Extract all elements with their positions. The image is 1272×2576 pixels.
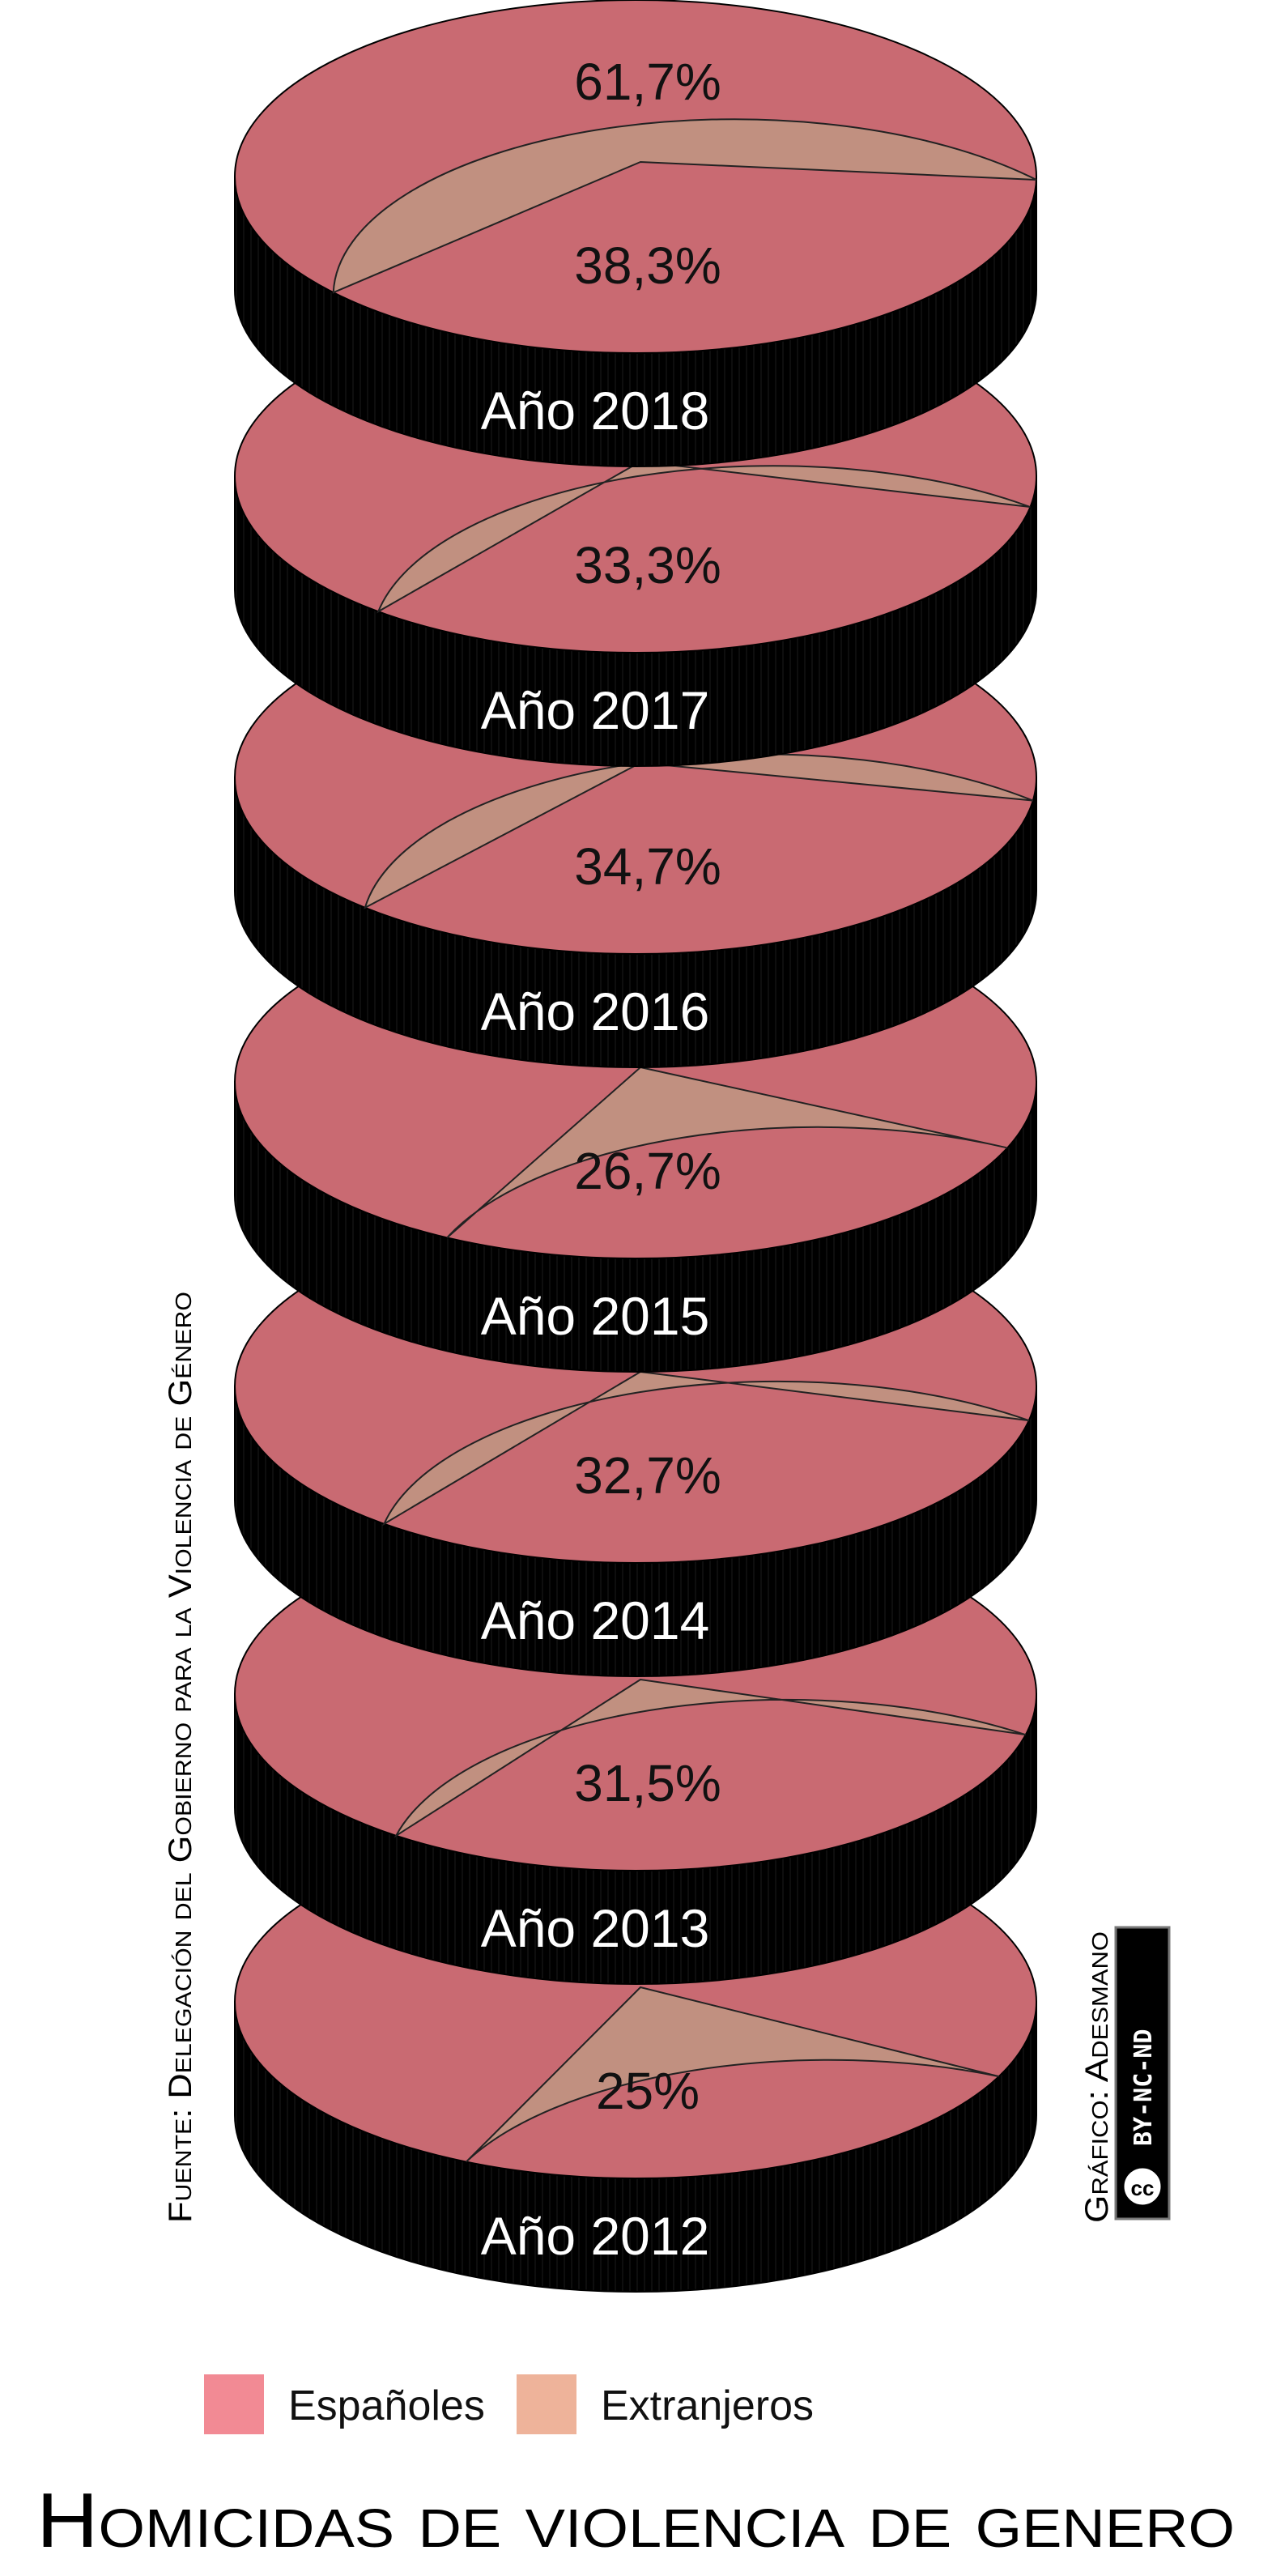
svg-text:cc: cc (1131, 2176, 1155, 2200)
year-label-1: Año 2018 (481, 381, 710, 441)
year-label-6: Año 2013 (481, 1898, 710, 1958)
slice-extranjeros-6 (394, 1678, 1027, 1838)
label-extranjeros-4: 26,7% (574, 1142, 721, 1200)
legend-swatch-espanoles (204, 2374, 264, 2434)
year-label-3: Año 2016 (481, 981, 710, 1041)
license-label: BY-NC-ND (1129, 2029, 1158, 2147)
label-extranjeros-5: 32,7% (574, 1446, 721, 1505)
year-label-5: Año 2014 (481, 1590, 710, 1650)
cc-logo-icon (1121, 2165, 1164, 2208)
pie-1: 61,7% 38,3% Año 2018 (234, 0, 1037, 467)
year-label-2: Año 2017 (481, 680, 710, 740)
label-extranjeros-7: 25% (596, 2062, 700, 2120)
year-label-4: Año 2015 (481, 1286, 710, 1346)
source-note: Fuente: Delegación del Gobierno para la … (163, 1292, 198, 2223)
label-espanoles-1: 61,7% (574, 53, 721, 111)
slice-espanoles-1 (234, 0, 1037, 354)
slice-extranjeros-4 (446, 1066, 1008, 1239)
year-label-7: Año 2012 (481, 2206, 710, 2266)
slice-extranjeros-1 (332, 118, 1037, 294)
credit-note: Gráfico: Adesmano (1079, 1931, 1115, 2223)
label-extranjeros-3: 34,7% (574, 837, 721, 896)
pie-stack: 25% Año 2012 31,5% Año 2013 32,7% Año 2014 26,… (234, 0, 1037, 2293)
legend-label-extranjeros: Extranjeros (601, 2382, 814, 2429)
slice-extranjeros-2 (376, 460, 1031, 614)
label-extranjeros-2: 33,3% (574, 536, 721, 594)
legend: Españoles Extranjeros (204, 2374, 814, 2434)
label-extranjeros-6: 31,5% (574, 1754, 721, 1812)
cc-license-badge: cc BY-NC-ND (1114, 1926, 1171, 2220)
slice-extranjeros-5 (382, 1370, 1030, 1526)
chart-title: Homicidas de violencia de genero (36, 2477, 1235, 2564)
label-extranjeros-1: 38,3% (574, 236, 721, 295)
legend-swatch-extranjeros (517, 2374, 576, 2434)
slice-extranjeros-7 (466, 1986, 999, 2163)
legend-label-espanoles: Españoles (288, 2382, 485, 2429)
